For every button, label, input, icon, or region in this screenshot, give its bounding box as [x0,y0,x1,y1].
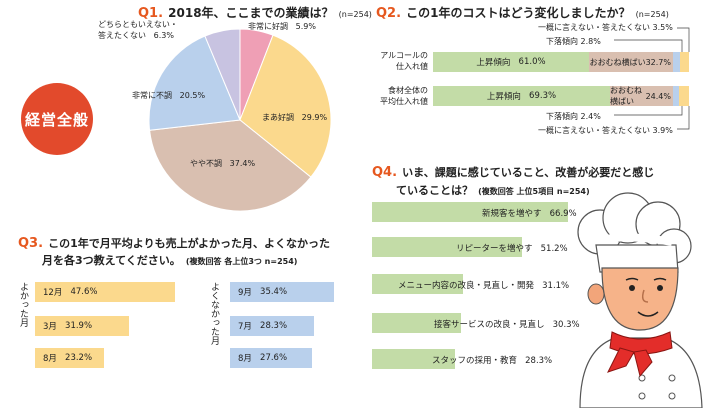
q2-question: この1年のコストはどう変化しましたか？ [406,6,631,20]
q2-callout-lines [614,27,690,130]
q2-row2-down-segment [673,86,679,106]
q4-label-5: スタッフの採用・教育 28.3% [432,356,553,366]
q3-good-months-label: よかった月 [18,282,28,327]
q2-row1-flat-segment: おおむね横ばい 32.7% [589,52,673,72]
q2-row2-bar: 上昇傾向 69.3% おおむね横ばい 24.4% [433,86,689,106]
category-badge: 経営全般 [21,83,93,155]
q3-good-bar-2: 3月 31.9% [35,316,129,336]
q1-question: 2018年、ここまでの業績は？ [168,6,334,20]
q3-bad-bar-1: 9月 35.4% [230,282,334,302]
q4-bar-3 [372,274,463,294]
q4-label-2: リピーターを増やす 51.2% [456,244,568,254]
chef-hat-icon [577,192,692,273]
q2-row1-other-segment [680,52,689,72]
q1-sample-size: (n=254) [338,10,372,19]
q1-number: Q1. [138,6,164,21]
q1-label-slightly-bad: やや不調 37.4% [190,159,256,168]
q4-heading: Q4. いま、課題に感じていること、改善が必要だと感じ ていることは？ (複数回… [372,163,654,200]
q4-bar-1 [372,202,568,222]
q1-pie-slice-fairly-good [239,34,332,178]
q1-pie-chart [148,28,332,212]
q1-pie-slice-slightly-bad [149,119,312,212]
q1-heading: Q1. 2018年、ここまでの業績は？ (n=254) [138,2,372,21]
q1-label-other: どちらともいえない・ 答えたくない 6.3% [98,20,178,40]
q3-bad-months-label: よくなかった月 [209,282,219,345]
q4-label-3: メニュー内容の改良・見直し・開発 31.1% [398,281,570,291]
q4-question-line2: ていることは？ [396,184,473,197]
category-badge-label: 経営全般 [24,110,89,129]
chef-face-icon [587,267,679,331]
q2-row2-up-segment: 上昇傾向 69.3% [433,86,610,106]
q1-pie-slice-very-bad [148,35,241,131]
q1-label-very-good: 非常に好調 5.9% [248,22,316,31]
q2-sample-size: (n=254) [635,10,669,19]
q1-label-fairly-good: まあ好調 29.9% [262,113,328,122]
q3-bad-bar-2: 7月 28.3% [230,316,314,336]
q3-question-line2: 月を各3つ教えてください。 [42,254,181,267]
q3-bad-bar-3: 8月 27.6% [230,348,312,368]
q2-callout-top-down: 下落傾向 2.8% [546,37,601,46]
q3-number: Q3. [18,236,44,251]
q3-heading: Q3. この1年で月平均よりも売上がよかった月、よくなかった 月を各3つ教えてく… [18,234,330,269]
q4-sample-size: (複数回答 上位5項目 n=254) [478,187,590,196]
q2-row2-other-segment [679,86,689,106]
q4-bar-4 [372,313,461,333]
q2-callout-bottom-down: 下落傾向 2.4% [546,112,601,121]
q4-bar-5 [372,349,455,369]
q2-row2-label: 食材全体の 平均仕入れ値 [380,86,428,106]
q3-good-bar-3: 8月 23.2% [35,348,104,368]
q2-row1-up-segment: 上昇傾向 61.0% [433,52,589,72]
q4-number: Q4. [372,165,398,180]
chef-illustration [577,192,703,408]
q2-row1-down-segment [673,52,680,72]
q2-heading: Q2. この1年のコストはどう変化しましたか？ (n=254) [376,2,669,21]
q4-label-1: 新規客を増やす 66.9% [482,209,577,219]
chef-scarf-icon [607,331,673,378]
q3-good-bar-1: 12月 47.6% [35,282,175,302]
q1-label-very-bad: 非常に不調 20.5% [132,91,206,100]
q2-row1-label: アルコールの 仕入れ値 [380,51,428,71]
q2-callout-bottom-other: 一概に言えない・答えたくない 3.9% [538,126,673,135]
q4-label-4: 接客サービスの改良・見直し 30.3% [434,320,580,330]
q3-sample-size: (複数回答 各上位3つ n=254) [185,257,298,266]
q1-pie-slice-other [204,28,241,121]
q2-row2-flat-segment: おおむね横ばい 24.4% [610,86,673,106]
q4-question-line1: いま、課題に感じていること、改善が必要だと感じ [402,166,655,179]
q2-callout-top-other: 一概に言えない・答えたくない 3.5% [538,23,673,32]
q2-row1-bar: 上昇傾向 61.0% おおむね横ばい 32.7% [433,52,689,72]
q3-question-line1: この1年で月平均よりも売上がよかった月、よくなかった [48,237,331,250]
q2-number: Q2. [376,6,402,21]
q4-bar-2 [372,237,522,257]
